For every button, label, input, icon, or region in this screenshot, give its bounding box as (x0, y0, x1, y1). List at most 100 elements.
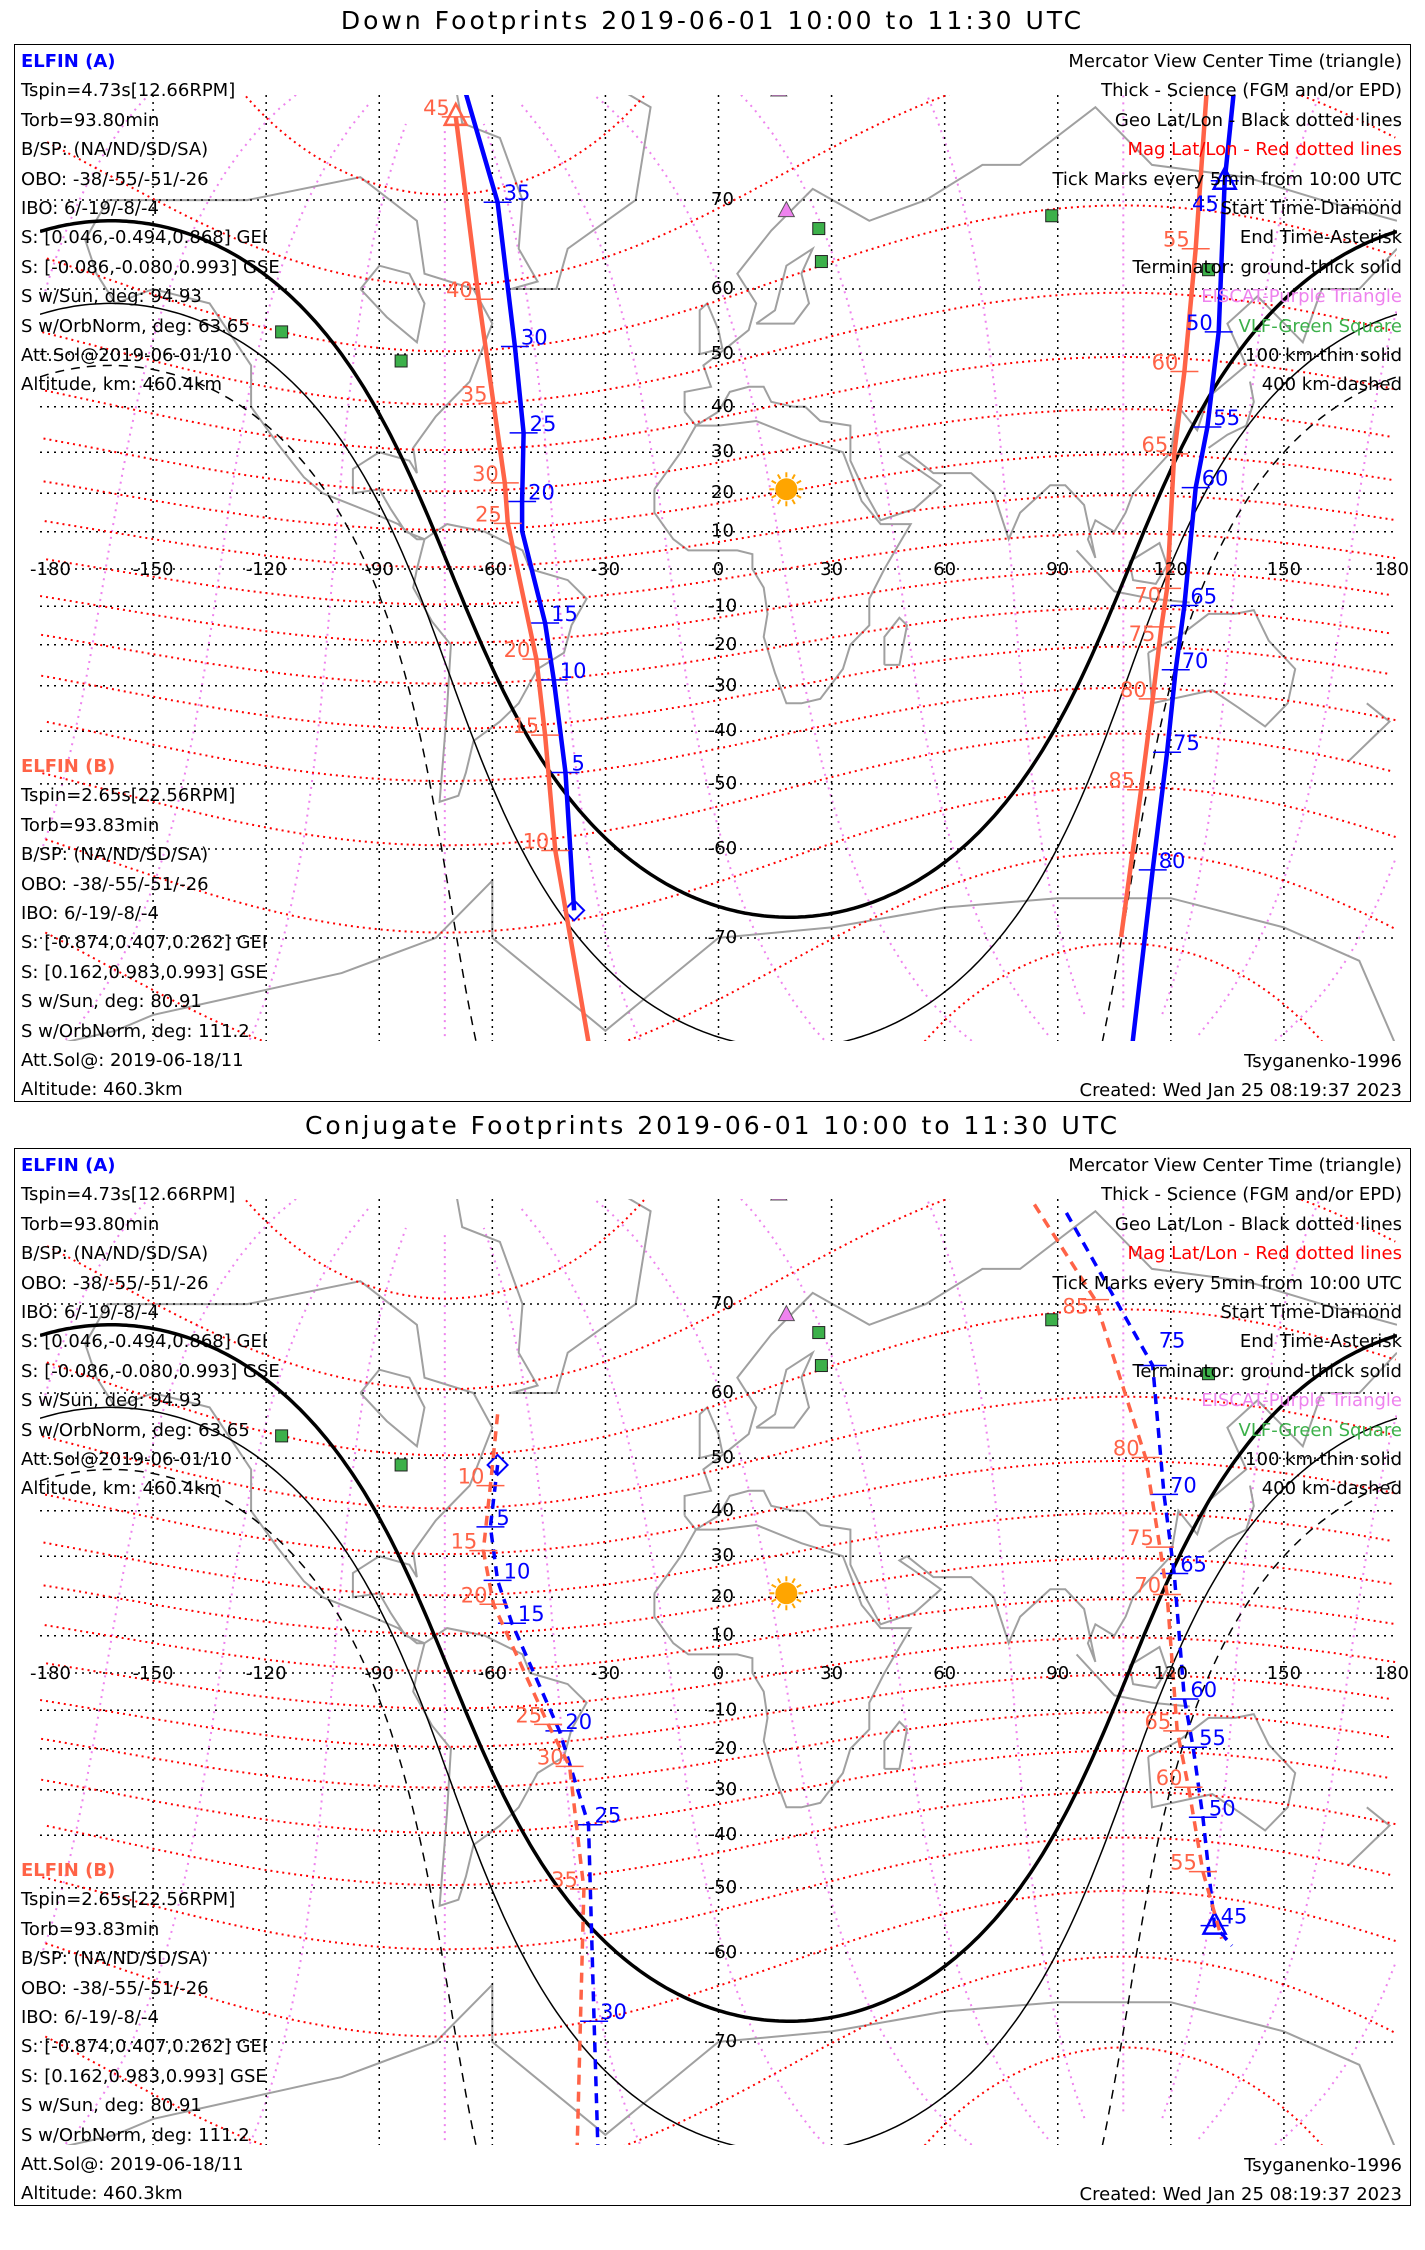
coastline-japan (1207, 381, 1255, 449)
elfin-b-info-line: Att.Sol@: 2019-06-18/11 (21, 2154, 244, 2176)
mag-meridian-line (1273, 860, 1396, 1041)
tick-label: 55 (1170, 1851, 1197, 1875)
tick-label: 10 (560, 659, 587, 683)
eiscat-triangle-icon (777, 1304, 796, 1322)
legend-item: Geo Lat/Lon - Black dotted lines (1114, 1213, 1402, 1235)
map-panel-conjugate: 5 10 15 20 25 30 10 15 20 25 30 35 75 70 65 60 55 50 45 85 8… (14, 1148, 1411, 2206)
lon-tick-label: 150 (1267, 559, 1301, 580)
lon-tick-label: 60 (933, 559, 956, 580)
mag-meridian-line (482, 123, 642, 1041)
mag-meridian-line (248, 123, 407, 1041)
coastline-antarctica (65, 878, 1396, 1041)
tick-label: 10 (504, 1559, 531, 1583)
sun-disc (775, 1582, 798, 1605)
created-timestamp: Created: Wed Jan 25 08:19:37 2023 (1079, 1080, 1402, 1102)
mag-lat-line (40, 569, 1390, 644)
lat-tick-label: 70 (711, 1293, 734, 1314)
coastline-borneo (1128, 1645, 1169, 1689)
elfin-b-info-line: IBO: 6/-19/-8/-4 (21, 2007, 159, 2029)
legend-item: VLF-Green Square (1238, 315, 1402, 337)
elfin-a-info-line: Att.Sol@2019-06-01/10 (21, 345, 232, 367)
elfin-a-info-line: S: [-0.086,-0.080,0.993] GSE (21, 256, 280, 278)
mag-lat-line (44, 1460, 1395, 1556)
sun-ray (791, 1603, 796, 1609)
tick-label: 5 (496, 1506, 509, 1530)
mag-lat-line (43, 408, 1393, 493)
mag-meridian-line (1161, 1199, 1321, 2119)
sun-ray (776, 1603, 782, 1609)
elfin-a-info-line: S: [-0.086,-0.080,0.993] GSE (21, 1360, 280, 1382)
coastline-eurasia (683, 105, 1397, 412)
legend-item: 100 km-thin solid (1245, 345, 1402, 367)
elfin-b-info-line: OBO: -38/-55/-51/-26 (21, 873, 209, 895)
terminator-ground-line (40, 219, 1397, 919)
tick-label: 25 (475, 502, 502, 526)
tick-label: 10 (458, 1465, 485, 1489)
tick-label: 60 (1156, 1766, 1183, 1790)
coastline-eurasia (683, 1209, 1397, 1516)
lat-tick-label: 50 (711, 343, 734, 364)
elfin-a-info-line: S w/Sun, deg: 94.93 (21, 1390, 202, 1412)
sun-ray (796, 1583, 802, 1589)
tick-label: 60 (1152, 351, 1179, 375)
elfin-a-info-line: S w/OrbNorm, deg: 63.65 (21, 1419, 250, 1441)
elfin-b-info-line: Torb=93.83min (21, 814, 160, 836)
elfin-a-info-line: IBO: 6/-19/-8/-4 (21, 198, 159, 220)
mag-lat-line (46, 1199, 950, 1391)
mag-lat-line (923, 942, 1323, 1041)
tick-label: 55 (1199, 1726, 1226, 1750)
lat-tick-label: 40 (711, 396, 734, 417)
legend-item: EISCAT-Purple Triangle (1201, 1390, 1402, 1412)
start-time-diamond-icon (562, 898, 586, 922)
tick-label: 20 (504, 638, 531, 662)
model-label: Tsyganenko-1996 (1244, 2155, 1402, 2176)
mag-meridian-line (1161, 95, 1321, 1015)
coastline-australia (1147, 1712, 1297, 1832)
lat-tick-label: -20 (708, 1738, 737, 1759)
elfin-b-info-label: ELFIN (B) (21, 1860, 116, 1881)
lon-tick-label: 0 (713, 559, 724, 580)
mag-lat-line (45, 1889, 1396, 2038)
legend-item: Start Time-Diamond (1220, 1302, 1402, 1324)
coastline-borneo (1128, 541, 1169, 585)
lat-tick-label: -70 (708, 927, 737, 948)
track-elfin-a (463, 95, 586, 922)
lat-tick-label: -30 (708, 1779, 737, 1800)
tick-label: 10 (523, 830, 550, 854)
mag-lat-line (46, 686, 1397, 782)
legend-item: End Time-Asterisk (1239, 1331, 1402, 1353)
mag-meridian-line (592, 1199, 974, 2145)
legend-item: Geo Lat/Lon - Black dotted lines (1114, 109, 1402, 131)
lon-tick-label: -150 (133, 559, 174, 580)
tick-label: 45 (1192, 192, 1219, 216)
vlf-square-icon (1202, 1367, 1216, 1381)
lat-tick-label: 20 (711, 1586, 734, 1607)
coastline-australia (1147, 608, 1297, 728)
coastline-south-america (412, 1627, 588, 1908)
tick-label: 55 (1213, 406, 1240, 430)
legend-item: 100 km-thin solid (1245, 1449, 1402, 1471)
tick-label: 35 (461, 382, 488, 406)
lat-tick-label: -60 (708, 838, 737, 859)
lon-tick-label: -90 (365, 1663, 394, 1684)
lon-tick-label: -60 (478, 1663, 507, 1684)
legend-item: Mag Lat/Lon - Red dotted lines (1127, 139, 1402, 161)
sun-ray (796, 494, 802, 499)
coastline-new-zealand (1347, 702, 1392, 763)
lon-tick-label: -120 (246, 559, 287, 580)
track-elfin-b (469, 1414, 598, 2145)
tick-label: 15 (512, 714, 539, 738)
mag-lat-line (243, 95, 647, 196)
mag-lat-line (623, 851, 1397, 1041)
tick-label: 5 (572, 752, 585, 776)
legend: Mercator View Center Time (triangle) Thic… (1052, 47, 1402, 400)
legend-item: Mercator View Center Time (triangle) (1068, 51, 1402, 72)
lon-tick-label: -120 (246, 1663, 287, 1684)
sun-ray (796, 479, 802, 485)
lat-tick-label: 30 (711, 441, 734, 462)
lat-tick-label: 10 (711, 1625, 734, 1646)
elfin-a-info-line: S w/OrbNorm, deg: 63.65 (21, 315, 250, 337)
mag-lat-line (923, 2046, 1323, 2145)
lon-tick-label: -30 (591, 1663, 620, 1684)
tick-label: 40 (446, 278, 473, 302)
